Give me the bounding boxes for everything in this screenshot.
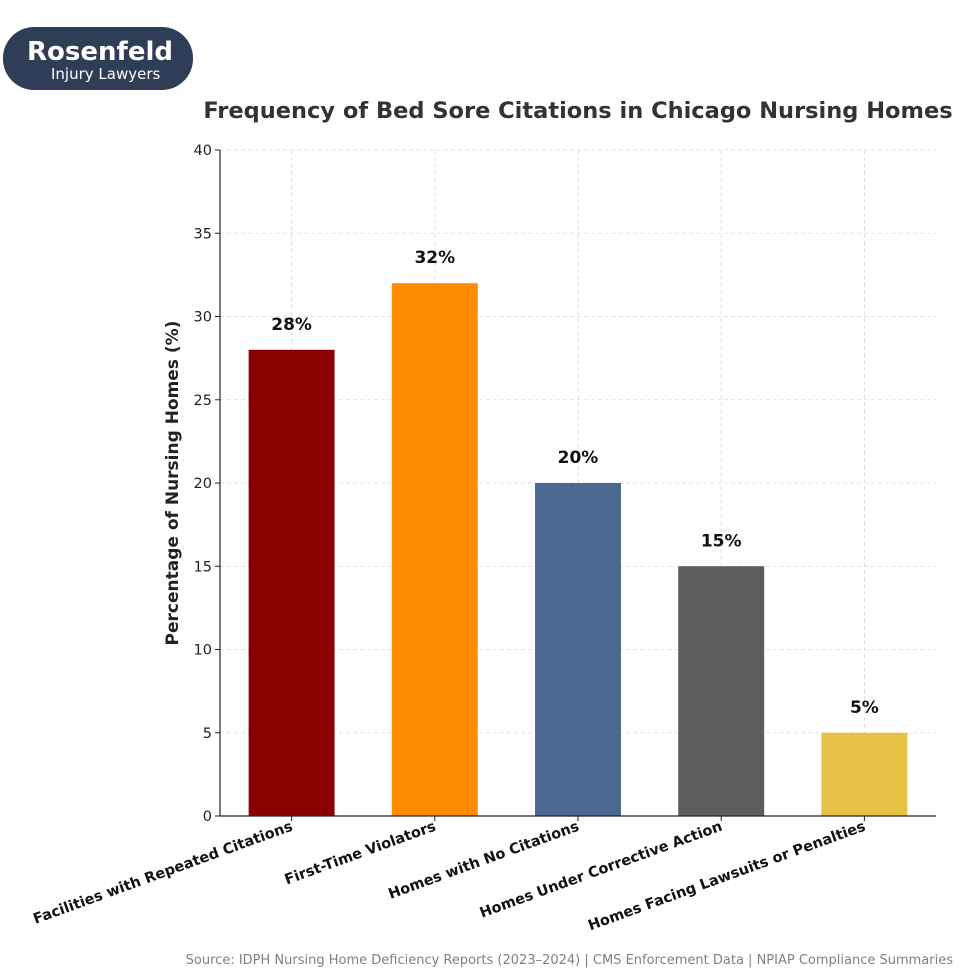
y-tick-label: 20 bbox=[194, 476, 212, 492]
bar bbox=[391, 283, 478, 816]
chart-title: Frequency of Bed Sore Citations in Chica… bbox=[203, 98, 952, 124]
bar-value-label: 28% bbox=[271, 315, 312, 335]
x-tick-label: Homes Under Corrective Action bbox=[478, 819, 725, 922]
logo-background bbox=[3, 27, 193, 90]
y-tick-label: 15 bbox=[194, 559, 212, 575]
bar bbox=[535, 483, 621, 816]
y-axis-label: Percentage of Nursing Homes (%) bbox=[163, 321, 183, 646]
y-tick-label: 25 bbox=[194, 393, 212, 409]
y-tick-label: 5 bbox=[203, 726, 212, 742]
x-tick-label: Facilities with Repeated Citations bbox=[31, 819, 295, 928]
y-tick-label: 30 bbox=[194, 310, 212, 326]
y-tick-label: 40 bbox=[194, 143, 212, 159]
y-tick-label: 0 bbox=[203, 809, 212, 825]
x-tick-label: Homes Facing Lawsuits or Penalties bbox=[586, 819, 868, 935]
bar-value-label: 5% bbox=[850, 698, 879, 718]
source-note: Source: IDPH Nursing Home Deficiency Rep… bbox=[186, 953, 954, 968]
logo-badge: Rosenfeld Injury Lawyers bbox=[3, 27, 193, 90]
bar-value-label: 15% bbox=[701, 531, 742, 551]
bar bbox=[678, 566, 765, 816]
y-tick-label: 10 bbox=[194, 643, 212, 659]
bar bbox=[248, 349, 335, 816]
bar-value-label: 20% bbox=[558, 448, 599, 468]
y-tick-label: 35 bbox=[194, 226, 212, 242]
logo-brand-text: Rosenfeld bbox=[27, 37, 173, 67]
bar bbox=[821, 732, 908, 816]
bar-value-label: 32% bbox=[414, 248, 455, 268]
logo-subtitle-text: Injury Lawyers bbox=[51, 65, 161, 83]
